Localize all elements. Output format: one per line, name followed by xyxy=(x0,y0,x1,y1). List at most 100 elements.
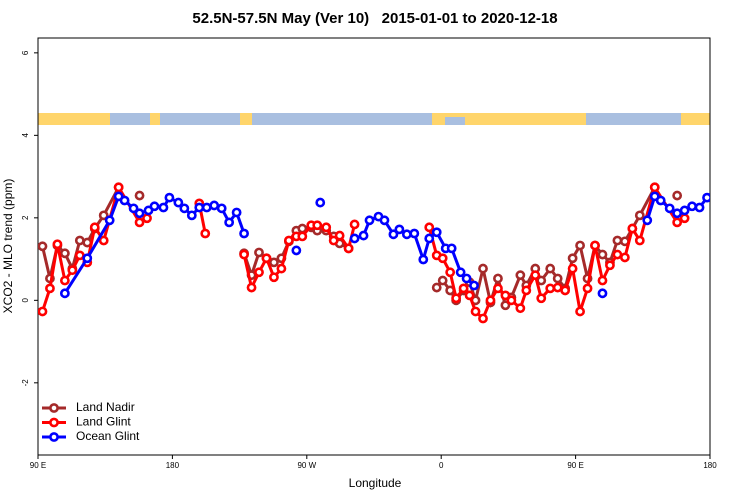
point xyxy=(582,283,593,294)
x-tick-label: 90 W xyxy=(297,461,316,470)
point xyxy=(261,253,272,264)
point xyxy=(478,313,488,324)
point xyxy=(687,201,697,212)
point xyxy=(567,263,578,274)
point xyxy=(216,203,227,214)
series xyxy=(38,182,690,324)
point xyxy=(446,243,457,254)
point xyxy=(506,295,517,306)
y-tick-label: -2 xyxy=(21,379,30,387)
point xyxy=(134,217,145,228)
point xyxy=(530,270,541,281)
point xyxy=(224,217,235,228)
point xyxy=(209,200,220,211)
point xyxy=(552,282,563,293)
point xyxy=(149,201,160,212)
point xyxy=(424,233,435,244)
point xyxy=(134,208,145,219)
point xyxy=(612,235,623,246)
point xyxy=(500,290,511,301)
point xyxy=(521,285,532,296)
point xyxy=(464,290,475,301)
point xyxy=(545,263,556,274)
point xyxy=(619,252,630,263)
point xyxy=(254,247,264,258)
point xyxy=(515,303,526,314)
point xyxy=(649,182,660,193)
point xyxy=(702,192,710,203)
legend-marker xyxy=(49,417,59,428)
point xyxy=(431,282,442,293)
legend-label: Land Glint xyxy=(76,415,131,429)
point xyxy=(545,283,556,294)
point xyxy=(276,263,287,274)
point xyxy=(201,202,212,213)
point xyxy=(186,210,197,221)
point xyxy=(239,249,249,260)
point xyxy=(98,235,109,246)
y-tick-label: 2 xyxy=(21,215,30,220)
point xyxy=(315,197,326,208)
point xyxy=(679,213,690,224)
point xyxy=(451,293,462,304)
point xyxy=(142,213,152,224)
y-tick-label: 4 xyxy=(21,133,30,138)
point xyxy=(349,233,360,244)
point xyxy=(458,283,469,294)
point xyxy=(461,273,472,284)
x-tick-label: 0 xyxy=(439,461,444,470)
point xyxy=(493,283,503,294)
point xyxy=(134,190,145,201)
point xyxy=(552,273,563,284)
point xyxy=(291,245,302,256)
point xyxy=(597,275,608,286)
point xyxy=(642,215,653,226)
map-strip xyxy=(38,113,710,125)
point xyxy=(575,306,585,317)
point xyxy=(246,282,257,293)
point xyxy=(418,254,429,265)
chart-title: 52.5N-57.5N May (Ver 10) 2015-01-01 to 2… xyxy=(192,10,557,27)
point xyxy=(590,240,600,251)
point xyxy=(379,215,390,226)
point xyxy=(478,263,488,274)
point xyxy=(59,288,70,299)
point xyxy=(59,275,70,286)
point xyxy=(424,222,435,233)
point xyxy=(470,306,481,317)
point xyxy=(119,195,130,206)
series xyxy=(59,191,710,299)
x-axis-label: Longitude xyxy=(349,476,402,490)
point xyxy=(664,203,675,214)
point xyxy=(179,203,190,214)
point xyxy=(401,229,412,240)
point xyxy=(254,267,264,278)
point xyxy=(672,190,683,201)
x-tick-label: 180 xyxy=(166,461,180,470)
point xyxy=(269,257,279,268)
point xyxy=(627,223,638,234)
point xyxy=(493,273,503,284)
legend-label: Ocean Glint xyxy=(76,429,140,443)
x-tick-label: 180 xyxy=(703,461,717,470)
point xyxy=(445,267,456,278)
point xyxy=(500,300,511,311)
point xyxy=(38,241,48,252)
point xyxy=(694,202,705,213)
point xyxy=(164,192,175,203)
point xyxy=(655,195,666,206)
y-tick-label: 6 xyxy=(21,50,30,55)
point xyxy=(59,248,70,259)
point xyxy=(597,249,608,260)
point xyxy=(536,293,547,304)
point xyxy=(437,253,448,264)
point xyxy=(388,229,399,240)
point xyxy=(67,265,78,276)
x-tick-label: 90 E xyxy=(567,461,583,470)
point xyxy=(485,295,496,306)
point xyxy=(431,227,442,238)
point xyxy=(597,288,608,299)
point xyxy=(45,283,55,294)
point xyxy=(89,222,100,233)
